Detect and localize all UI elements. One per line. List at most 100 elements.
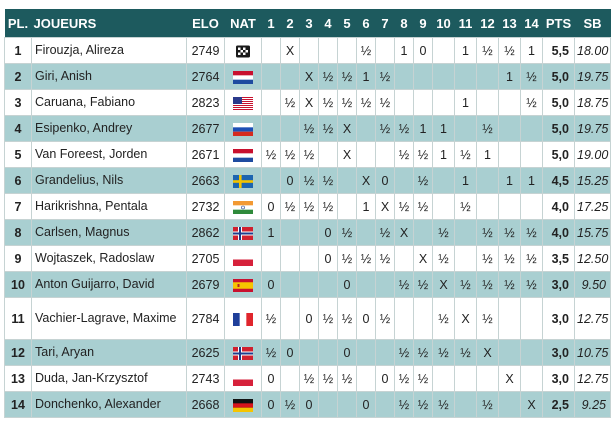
header-round-13[interactable]: 13 — [498, 9, 521, 38]
result-cell: ½ — [413, 271, 433, 298]
result-cell: ½ — [394, 115, 414, 142]
result-cell: 1 — [476, 141, 499, 168]
header-round-14[interactable]: 14 — [520, 9, 543, 38]
header-round-3[interactable]: 3 — [299, 9, 319, 38]
sb-cell: 17.25 — [574, 193, 611, 220]
sb-cell: 12.75 — [574, 365, 611, 392]
header-round-7[interactable]: 7 — [375, 9, 395, 38]
header-round-5[interactable]: 5 — [337, 9, 357, 38]
sweden-flag-icon — [233, 173, 253, 188]
table-row[interactable]: 8 Carlsen, Magnus 2862 1 0 ½ ½ X ½ ½ ½ ½ 4,0 15.75 — [4, 219, 611, 246]
result-cell: ½ — [318, 63, 338, 90]
header-round-8[interactable]: 8 — [394, 9, 414, 38]
result-cell: 0 — [261, 271, 281, 298]
result-cell: ½ — [337, 297, 357, 340]
player-name: Donchenko, Alexander — [31, 391, 187, 418]
result-cell — [375, 339, 395, 366]
table-row[interactable]: 7 Harikrishna, Pentala 2732 0 ½ ½ ½ 1 X ½ ½ ½ 4,0 17.… — [4, 193, 611, 220]
result-cell: X — [375, 193, 395, 220]
header-round-2[interactable]: 2 — [280, 9, 300, 38]
result-cell: 1 — [498, 167, 521, 194]
header-round-11[interactable]: 11 — [454, 9, 477, 38]
result-cell — [432, 89, 455, 116]
result-cell: 0 — [318, 245, 338, 272]
result-cell: ½ — [261, 141, 281, 168]
header-elo[interactable]: ELO — [186, 9, 225, 38]
result-cell: ½ — [476, 115, 499, 142]
result-cell — [454, 245, 477, 272]
result-cell: 0 — [261, 365, 281, 392]
header-nat[interactable]: NAT — [224, 9, 262, 38]
table-row[interactable]: 3 Caruana, Fabiano 2823 ½ X ½ ½ ½ ½ 1 ½ 5,0 18.75 — [4, 89, 611, 116]
table-row[interactable]: 4 Esipenko, Andrey 2677 ½ ½ X ½ ½ 1 1 ½ 5,0 19.75 — [4, 115, 611, 142]
result-cell: ½ — [498, 37, 521, 64]
result-cell — [356, 219, 376, 246]
table-row[interactable]: 5 Van Foreest, Jorden 2671 ½ ½ ½ X ½ ½ 1 ½ 1 5,0 19.0… — [4, 141, 611, 168]
result-cell: ½ — [299, 365, 319, 392]
player-name: Firouzja, Alireza — [31, 37, 187, 64]
header-round-9[interactable]: 9 — [413, 9, 433, 38]
table-row[interactable]: 1 Firouzja, Alireza 2749 X ½ 1 0 1 ½ ½ 1 5,5 18.00 — [4, 37, 611, 64]
nat-cell — [224, 141, 262, 168]
table-row[interactable]: 11 Vachier-Lagrave, Maxime 2784 ½ 0 ½ ½ 0 ½ ½ X ½ 3,… — [4, 297, 611, 340]
result-cell — [318, 391, 338, 418]
player-name: Grandelius, Nils — [31, 167, 187, 194]
table-row[interactable]: 14 Donchenko, Alexander 2668 0 ½ 0 0 ½ ½ ½ ½ X 2,5 9.… — [4, 391, 611, 418]
result-cell: 0 — [375, 365, 395, 392]
header-pts[interactable]: PTS — [542, 9, 575, 38]
header-round-6[interactable]: 6 — [356, 9, 376, 38]
header-round-4[interactable]: 4 — [318, 9, 338, 38]
nat-cell — [224, 89, 262, 116]
table-row[interactable]: 6 Grandelius, Nils 2663 0 ½ ½ X 0 ½ 1 1 1 4,5 15.25 — [4, 167, 611, 194]
header-sb[interactable]: SB — [574, 9, 611, 38]
result-cell — [520, 339, 543, 366]
elo-cell: 2823 — [186, 89, 225, 116]
nat-cell — [224, 167, 262, 194]
result-cell: ½ — [337, 219, 357, 246]
table-row[interactable]: 2 Giri, Anish 2764 X ½ ½ 1 ½ 1 ½ 5,0 19.75 — [4, 63, 611, 90]
table-row[interactable]: 9 Wojtaszek, Radoslaw 2705 0 ½ ½ ½ X ½ ½ ½ ½ 3,5 12.5… — [4, 245, 611, 272]
result-cell — [454, 365, 477, 392]
rank-cell: 11 — [4, 297, 32, 340]
elo-cell: 2705 — [186, 245, 225, 272]
result-cell: ½ — [337, 245, 357, 272]
header-round-1[interactable]: 1 — [261, 9, 281, 38]
sb-cell: 19.00 — [574, 141, 611, 168]
table-row[interactable]: 10 Anton Guijarro, David 2679 0 0 ½ ½ X ½ ½ ½ ½ 3,0 9… — [4, 271, 611, 298]
rank-cell: 10 — [4, 271, 32, 298]
header-players[interactable]: JOUEURS — [31, 9, 187, 38]
result-cell — [476, 89, 499, 116]
result-cell: X — [498, 365, 521, 392]
sb-cell: 15.25 — [574, 167, 611, 194]
rank-cell: 13 — [4, 365, 32, 392]
elo-cell: 2743 — [186, 365, 225, 392]
result-cell — [413, 63, 433, 90]
germany-flag-icon — [233, 397, 253, 412]
table-row[interactable]: 12 Tari, Aryan 2625 ½ 0 0 ½ ½ ½ ½ X 3,0 10.75 — [4, 339, 611, 366]
result-cell — [261, 245, 281, 272]
header-pl[interactable]: PL. — [4, 9, 32, 38]
result-cell: ½ — [413, 365, 433, 392]
result-cell — [318, 141, 338, 168]
result-cell: X — [356, 167, 376, 194]
result-cell: 1 — [520, 37, 543, 64]
player-name: Tari, Aryan — [31, 339, 187, 366]
result-cell — [356, 365, 376, 392]
result-cell: ½ — [261, 297, 281, 340]
result-cell: ½ — [375, 115, 395, 142]
france-flag-icon — [233, 311, 253, 326]
result-cell: X — [413, 245, 433, 272]
result-cell: ½ — [454, 271, 477, 298]
result-cell: ½ — [520, 245, 543, 272]
points-cell: 3,0 — [542, 339, 575, 366]
result-cell — [454, 391, 477, 418]
nat-cell — [224, 37, 262, 64]
header-round-12[interactable]: 12 — [476, 9, 499, 38]
header-round-10[interactable]: 10 — [432, 9, 455, 38]
result-cell: ½ — [299, 115, 319, 142]
result-cell: ½ — [318, 193, 338, 220]
player-name: Vachier-Lagrave, Maxime — [31, 297, 187, 340]
table-row[interactable]: 13 Duda, Jan-Krzysztof 2743 0 ½ ½ ½ 0 ½ ½ X 3,0 12.7… — [4, 365, 611, 392]
sb-cell: 9.50 — [574, 271, 611, 298]
result-cell — [432, 193, 455, 220]
